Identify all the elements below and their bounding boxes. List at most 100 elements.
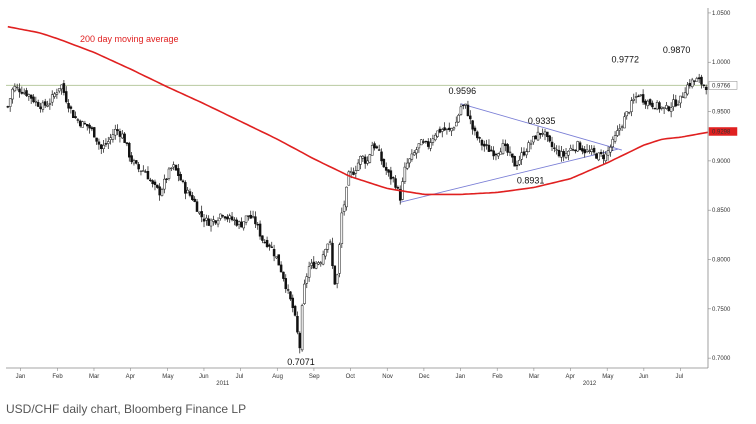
candle-body — [515, 164, 519, 167]
candle-body — [228, 215, 231, 219]
candle-body — [501, 143, 505, 154]
candle-body — [382, 159, 386, 168]
candle-body — [32, 96, 35, 103]
candle-body — [244, 215, 248, 223]
candle-body — [34, 100, 38, 103]
y-tick-label: 0.9000 — [712, 159, 731, 165]
candle-body — [202, 218, 206, 222]
candle-body — [328, 241, 332, 243]
candle-body — [18, 88, 21, 93]
candle-body — [448, 127, 451, 131]
candle-body — [338, 244, 341, 274]
candle-body — [181, 180, 185, 183]
candle-body — [373, 143, 376, 149]
candle-body — [25, 90, 28, 96]
candle-body — [462, 104, 465, 107]
candle-body — [550, 141, 554, 148]
candle-body — [76, 119, 80, 121]
candle-body — [375, 146, 379, 149]
candle-body — [641, 94, 645, 103]
candle-body — [123, 133, 126, 143]
candle-body — [571, 149, 575, 151]
candle-body — [539, 133, 542, 135]
y-tick-label: 0.7500 — [712, 307, 731, 313]
candle-body — [693, 80, 696, 82]
candle-body — [146, 171, 150, 180]
candle-body — [237, 221, 241, 225]
candle-body — [679, 95, 682, 104]
x-month-label: Aug — [272, 374, 283, 380]
candle-body — [672, 99, 675, 108]
candle-body — [384, 166, 388, 171]
price-annotation: 0.8931 — [517, 176, 545, 186]
candle-body — [408, 158, 411, 164]
candle-body — [543, 131, 547, 136]
candle-body — [85, 124, 89, 127]
candle-body — [268, 244, 271, 247]
candle-body — [658, 102, 661, 110]
candle-body — [457, 114, 460, 123]
candle-body — [230, 216, 234, 221]
candle-body — [11, 88, 14, 100]
candle-body — [233, 219, 236, 221]
x-month-label: Sep — [309, 374, 320, 380]
candle-body — [62, 83, 66, 93]
candle-body — [436, 130, 439, 137]
candle-body — [90, 127, 94, 130]
candle-body — [100, 144, 103, 149]
last-price-tag — [708, 81, 738, 90]
candle-body — [345, 186, 348, 208]
candle-body — [249, 214, 252, 219]
candle-body — [104, 143, 108, 145]
candle-body — [494, 153, 498, 156]
x-month-label: May — [602, 374, 613, 380]
candle-body — [412, 152, 416, 156]
candle-body — [534, 135, 537, 140]
candle-body — [368, 154, 372, 163]
candle-body — [22, 92, 26, 94]
candle-body — [78, 120, 82, 127]
candle-body — [50, 94, 54, 103]
candle-body — [67, 103, 70, 109]
candle-body — [669, 107, 673, 112]
candle-body — [312, 261, 316, 269]
candle-body — [81, 121, 84, 128]
candle-body — [29, 94, 33, 99]
y-tick-label: 0.8500 — [712, 208, 731, 214]
candle-body — [644, 100, 647, 105]
candle-body — [356, 162, 360, 171]
candle-body — [214, 220, 217, 224]
candle-body — [592, 147, 596, 153]
candle-body — [107, 141, 110, 144]
candle-body — [380, 151, 383, 162]
candle-body — [599, 152, 603, 155]
x-month-label: Jul — [676, 374, 684, 380]
candle-body — [226, 216, 229, 220]
candle-body — [200, 211, 203, 218]
candle-body — [137, 164, 140, 170]
candle-body — [139, 170, 143, 172]
candle-body — [405, 162, 409, 169]
candle-body — [39, 106, 42, 110]
candle-body — [191, 195, 194, 200]
candle-body — [186, 189, 189, 194]
candle-body — [630, 100, 633, 112]
candle-body — [296, 315, 299, 333]
candle-body — [247, 215, 250, 217]
candle-body — [394, 178, 397, 188]
x-month-label: Oct — [346, 374, 356, 380]
candle-body — [205, 217, 208, 221]
x-month-label: Mar — [89, 374, 99, 380]
candle-body — [522, 151, 526, 156]
candle-body — [639, 94, 643, 96]
candle-body — [452, 127, 456, 130]
candle-body — [55, 92, 59, 95]
candle-body — [8, 98, 12, 107]
candle-body — [261, 235, 264, 241]
candle-body — [433, 134, 437, 141]
candle-body — [513, 156, 516, 167]
y-tick-label: 1.0000 — [712, 60, 731, 66]
x-month-label: Dec — [419, 374, 430, 380]
candle-body — [504, 143, 507, 147]
candle-body — [340, 212, 344, 244]
